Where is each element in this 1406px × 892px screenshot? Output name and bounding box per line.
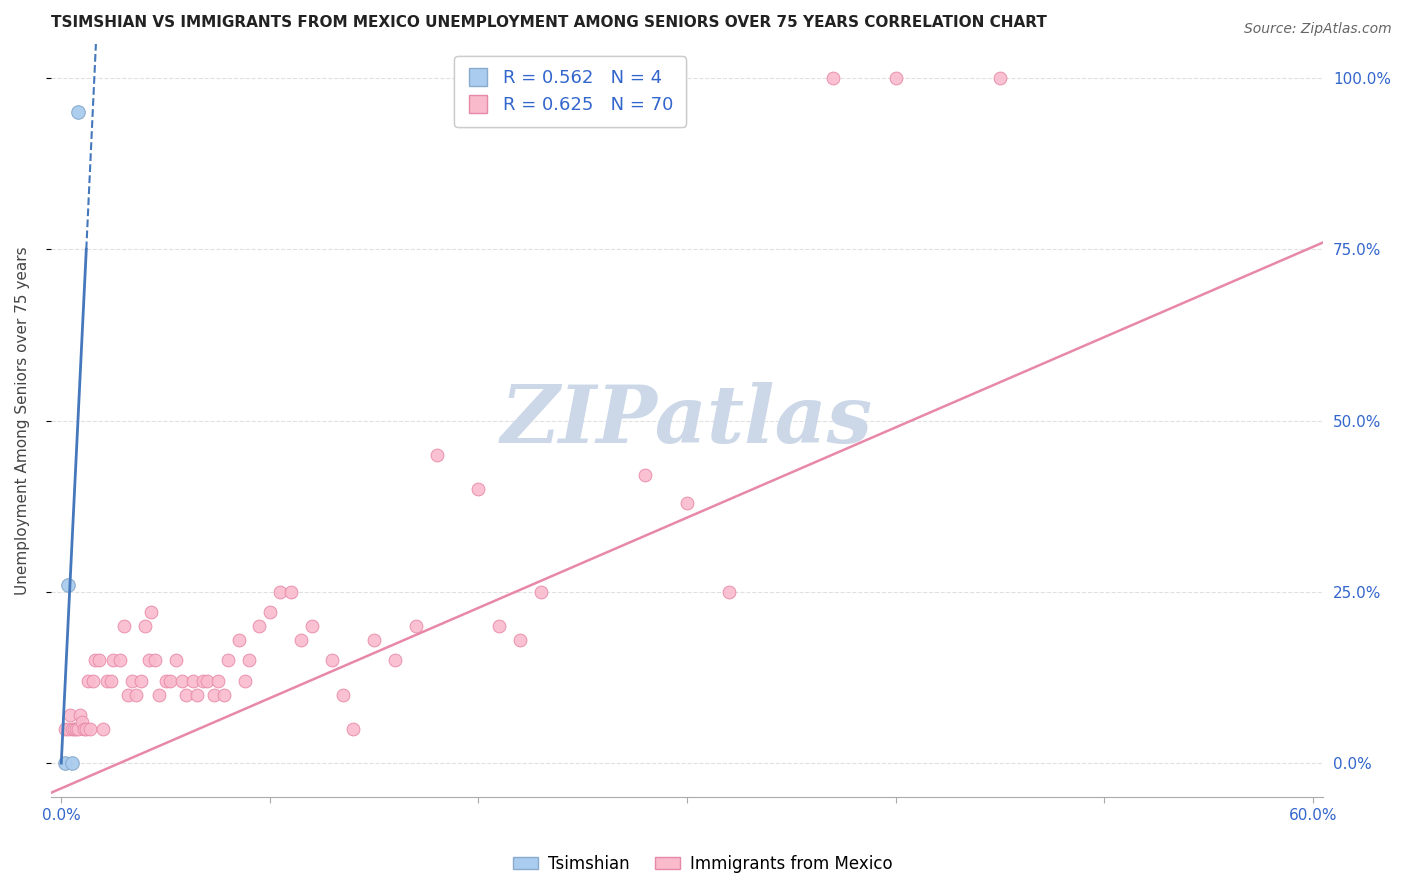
Point — [65, 722, 87, 736]
Point — [181, 673, 204, 688]
Point — [228, 632, 250, 647]
Point — [134, 619, 156, 633]
Point — [212, 688, 235, 702]
Point — [83, 653, 105, 667]
Text: TSIMSHIAN VS IMMIGRANTS FROM MEXICO UNEMPLOYMENT AMONG SENIORS OVER 75 YEARS COR: TSIMSHIAN VS IMMIGRANTS FROM MEXICO UNEM… — [51, 15, 1046, 30]
Point — [884, 70, 907, 85]
Text: Source: ZipAtlas.com: Source: ZipAtlas.com — [1244, 22, 1392, 37]
Point — [75, 722, 97, 736]
Point — [55, 722, 77, 736]
Point — [238, 653, 260, 667]
Point — [634, 468, 657, 483]
Point — [195, 673, 218, 688]
Point — [426, 448, 449, 462]
Point — [103, 653, 125, 667]
Point — [129, 673, 152, 688]
Point — [217, 653, 239, 667]
Legend: R = 0.562   N = 4, R = 0.625   N = 70: R = 0.562 N = 4, R = 0.625 N = 70 — [454, 56, 686, 127]
Point — [321, 653, 343, 667]
Point — [66, 722, 89, 736]
Point — [138, 653, 160, 667]
Point — [148, 688, 170, 702]
Point — [60, 722, 83, 736]
Point — [467, 482, 489, 496]
Point — [988, 70, 1011, 85]
Y-axis label: Unemployment Among Seniors over 75 years: Unemployment Among Seniors over 75 years — [15, 246, 30, 595]
Point — [117, 688, 139, 702]
Point — [191, 673, 214, 688]
Point — [108, 653, 131, 667]
Point — [259, 606, 281, 620]
Point — [509, 632, 531, 647]
Point — [342, 722, 364, 736]
Point — [125, 688, 148, 702]
Point — [121, 673, 143, 688]
Point — [280, 584, 302, 599]
Point — [249, 619, 271, 633]
Point — [66, 105, 89, 120]
Point — [159, 673, 181, 688]
Point — [77, 673, 100, 688]
Point — [233, 673, 256, 688]
Point — [60, 756, 83, 771]
Legend: Tsimshian, Immigrants from Mexico: Tsimshian, Immigrants from Mexico — [506, 848, 900, 880]
Point — [363, 632, 385, 647]
Point — [139, 606, 162, 620]
Point — [56, 578, 79, 592]
Point — [384, 653, 406, 667]
Point — [269, 584, 291, 599]
Point — [301, 619, 323, 633]
Point — [73, 722, 96, 736]
Text: ZIPatlas: ZIPatlas — [501, 382, 873, 459]
Point — [676, 496, 699, 510]
Point — [112, 619, 135, 633]
Point — [70, 714, 93, 729]
Point — [405, 619, 427, 633]
Point — [488, 619, 510, 633]
Point — [96, 673, 118, 688]
Point — [56, 722, 79, 736]
Point — [59, 708, 82, 723]
Point — [100, 673, 122, 688]
Point — [82, 673, 104, 688]
Point — [91, 722, 114, 736]
Point — [172, 673, 194, 688]
Point — [79, 722, 101, 736]
Point — [69, 708, 91, 723]
Point — [143, 653, 166, 667]
Point — [186, 688, 208, 702]
Point — [530, 584, 553, 599]
Point — [87, 653, 110, 667]
Point — [717, 584, 740, 599]
Point — [155, 673, 177, 688]
Point — [202, 688, 225, 702]
Point — [207, 673, 229, 688]
Point — [55, 756, 77, 771]
Point — [165, 653, 187, 667]
Point — [62, 722, 84, 736]
Point — [332, 688, 354, 702]
Point — [290, 632, 312, 647]
Point — [176, 688, 198, 702]
Point — [823, 70, 845, 85]
